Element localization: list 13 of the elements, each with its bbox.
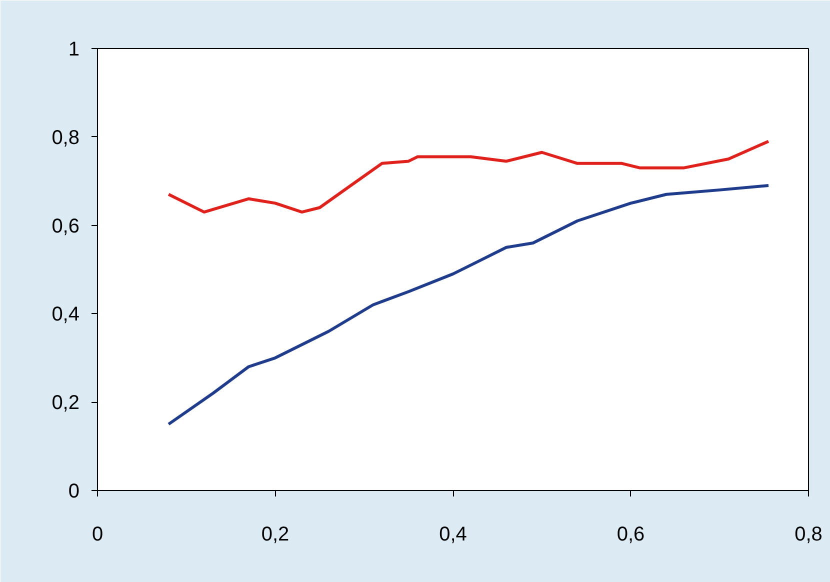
y-tick-label: 0,4 <box>52 304 80 326</box>
line-series <box>167 184 770 426</box>
y-tick-label: 0 <box>68 480 80 502</box>
x-tick-label: 0,4 <box>439 524 467 546</box>
x-tick-label: 0,2 <box>261 524 290 546</box>
x-tick-label: 0,8 <box>794 524 822 546</box>
y-tick-label: 1 <box>68 38 80 60</box>
x-tick-label: 0 <box>92 524 104 546</box>
y-tick-label: 0,8 <box>52 126 80 149</box>
y-tick-label: 0,2 <box>52 392 80 414</box>
x-tick-label: 0,6 <box>616 524 645 546</box>
y-tick-label: 0,6 <box>52 215 80 238</box>
line-series <box>167 140 770 214</box>
